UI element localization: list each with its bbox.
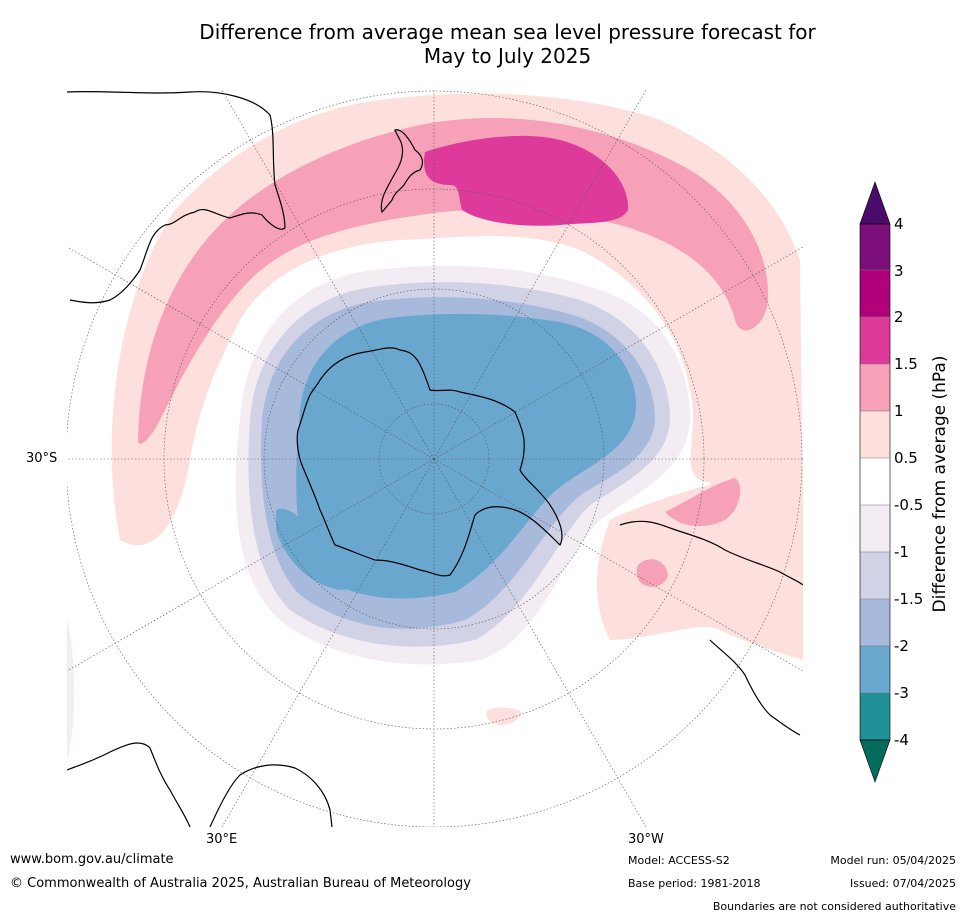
model-label: Model: ACCESS-S2 [628, 854, 730, 867]
website-link[interactable]: www.bom.gov.au/climate [10, 852, 174, 867]
colorbar-bin-minus1-to-minus1.5 [860, 552, 890, 599]
longitude-label-30e: 30°E [206, 832, 238, 847]
colorbar-tick-2: 2 [894, 308, 904, 326]
colorbar-title: Difference from average (hPa) [930, 355, 950, 613]
colorbar-bin-0.5-to-1 [860, 411, 890, 458]
colorbar-bin-minus3-to-minus4 [860, 693, 890, 740]
colorbar-tick-minus2: -2 [894, 637, 909, 655]
longitude-label-30w: 30°W [628, 832, 664, 847]
map-area [67, 90, 803, 827]
latitude-label-30s: 30°S [26, 451, 58, 466]
colorbar-tick-minus3: -3 [894, 684, 909, 702]
colorbar-tick-3: 3 [894, 262, 904, 280]
australia-coastline [67, 90, 286, 304]
longitude-graticule [67, 90, 803, 827]
colorbar-tick-1: 1 [894, 402, 904, 420]
colorbar-tick-minus4: -4 [894, 731, 909, 749]
colorbar-tick-minus1: -1 [894, 543, 909, 561]
colorbar-tick-1.5: 1.5 [894, 355, 918, 373]
colorbar-bin-3-to-4 [860, 224, 890, 270]
base-period-label: Base period: 1981-2018 [628, 877, 761, 890]
colorbar-bin-neutral [860, 458, 890, 505]
anomaly-region-positive-light-small [486, 707, 522, 726]
anomaly-region-negative-strongest [296, 313, 637, 599]
colorbar-tick-minus1.5: -1.5 [894, 590, 924, 608]
colorbar-bin-1.5-to-2 [860, 317, 890, 364]
colorbar-bin-minus0.5-to-minus1 [860, 505, 890, 552]
south-america-coastline [619, 520, 803, 736]
disclaimer-text: Boundaries are not considered authoritat… [712, 900, 956, 913]
colorbar-tick-0.5: 0.5 [894, 449, 918, 467]
model-run-label: Model run: 05/04/2025 [830, 854, 956, 867]
colorbar-bin-minus2-to-minus3 [860, 646, 890, 693]
colorbar-tick-minus0.5: -0.5 [894, 496, 924, 514]
africa-coastline [67, 742, 333, 827]
colorbar-bottom-extension [859, 739, 891, 783]
anomaly-region-negative-light-west [67, 620, 75, 760]
anomaly-region-positive-medium-atlantic [665, 478, 741, 527]
anomaly-region-negative-strongest-west [276, 508, 364, 590]
colorbar [859, 181, 891, 783]
colorbar-top-extension [859, 181, 891, 225]
map-title: Difference from average mean sea level p… [50, 20, 965, 68]
title-line-2: May to July 2025 [423, 44, 592, 68]
colorbar-bin-1-to-1.5 [860, 364, 890, 411]
copyright-text: © Commonwealth of Australia 2025, Austra… [10, 876, 471, 891]
issued-label: Issued: 07/04/2025 [849, 877, 956, 890]
colorbar-bin-minus1.5-to-minus2 [860, 599, 890, 646]
antarctica-coastline [296, 347, 563, 577]
new-zealand-coastline [380, 129, 424, 214]
anomaly-region-positive-light-atlantic [596, 468, 803, 660]
colorbar-tick-4: 4 [894, 215, 904, 233]
anomaly-region-positive-strong [424, 135, 629, 226]
colorbar-bin-2-to-3 [860, 270, 890, 317]
title-line-1: Difference from average mean sea level p… [199, 20, 816, 44]
